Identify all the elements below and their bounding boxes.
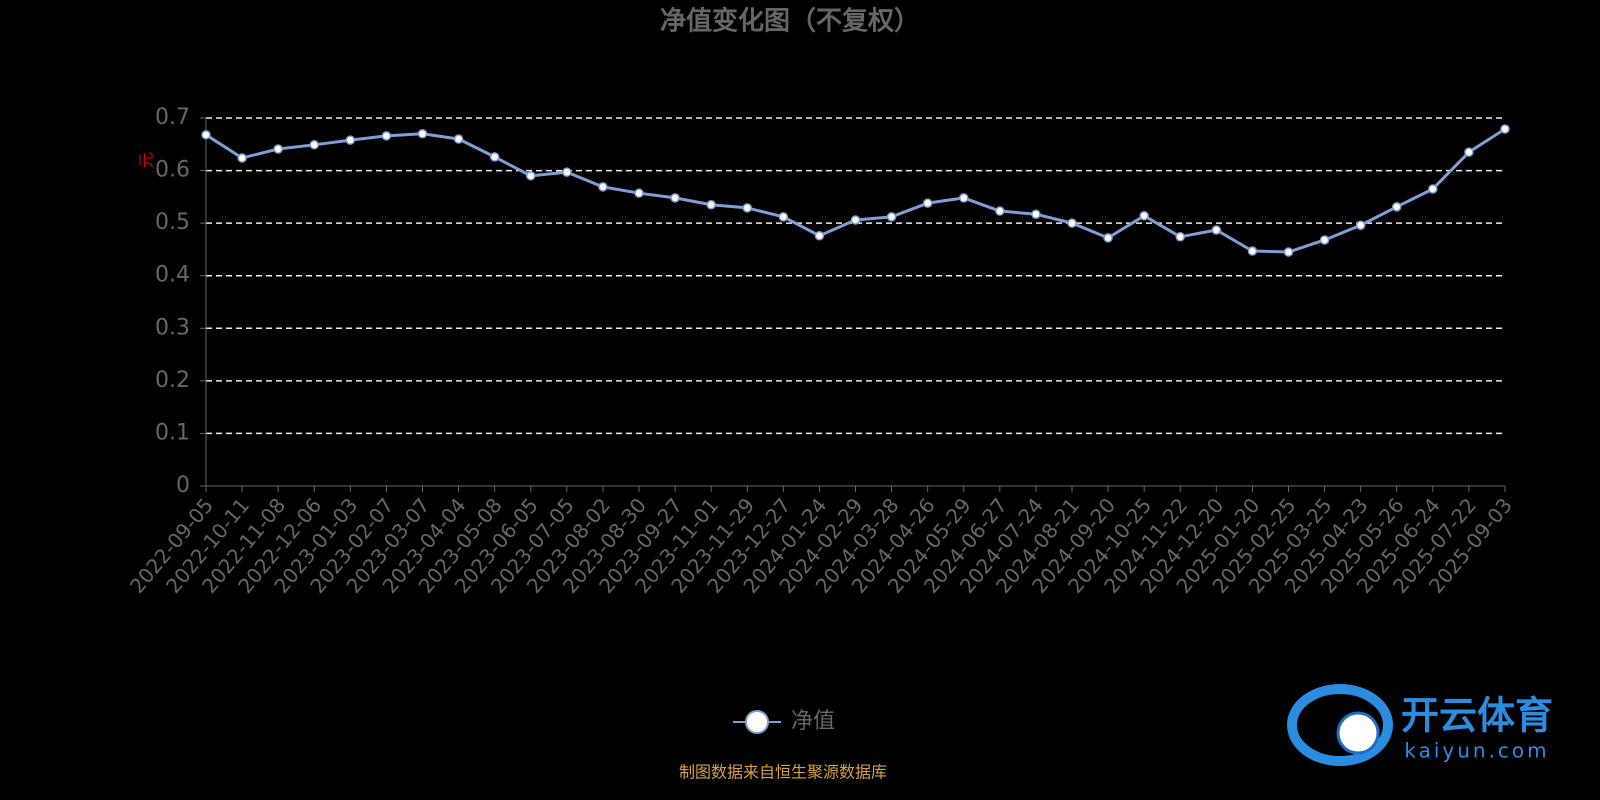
point: [1139, 211, 1149, 221]
point: [598, 182, 608, 192]
point: [742, 203, 752, 213]
point: [526, 171, 536, 181]
y-tick-label: 0.4: [155, 263, 190, 288]
y-tick-label: 0.7: [155, 105, 190, 130]
point: [489, 152, 500, 162]
point: [1175, 232, 1185, 242]
point: [1247, 246, 1258, 256]
point: [1103, 233, 1113, 243]
y-tick-label: 0: [176, 473, 190, 498]
point: [959, 193, 969, 203]
point: [381, 131, 392, 141]
legend-label: 净值: [791, 709, 835, 734]
point: [309, 140, 319, 150]
point: [850, 215, 861, 225]
point: [1500, 124, 1510, 134]
legend-marker: [745, 710, 769, 734]
point: [1211, 225, 1222, 235]
point: [345, 135, 356, 145]
point: [1464, 147, 1474, 157]
point: [562, 167, 572, 177]
point: [201, 130, 211, 140]
point: [886, 212, 897, 222]
point: [453, 134, 464, 144]
point: [417, 129, 428, 139]
point: [1392, 202, 1402, 212]
y-tick-label: 0.5: [155, 210, 190, 235]
y-tick-label: 0.2: [155, 368, 190, 393]
point: [1355, 220, 1366, 230]
watermark-brand: 开云体育: [1401, 694, 1553, 738]
chart-title: 净值变化图（不复权）: [660, 6, 920, 37]
point: [237, 153, 247, 163]
watermark: 开云体育 kaiyun.com: [1287, 684, 1553, 766]
y-tick-label: 0.6: [155, 158, 190, 183]
point: [1319, 235, 1330, 245]
y-tick-label: 0.1: [155, 420, 190, 445]
point: [706, 199, 716, 210]
watermark-logo: [1287, 684, 1393, 766]
point: [1067, 218, 1077, 228]
point: [922, 198, 933, 208]
series-line: [205, 127, 1506, 254]
point: [1283, 247, 1294, 257]
point: [995, 206, 1005, 216]
watermark-ball: [1336, 711, 1380, 755]
point: [1031, 209, 1041, 219]
point: [814, 231, 825, 241]
y-tick-label: 0.3: [155, 315, 190, 340]
watermark-site: kaiyun.com: [1404, 739, 1549, 763]
source-note: 制图数据来自恒生聚源数据库: [679, 763, 887, 782]
point: [634, 188, 644, 198]
point: [778, 212, 789, 222]
y-axis-label: 元: [137, 152, 156, 168]
point: [1428, 184, 1438, 194]
point: [670, 193, 680, 203]
point: [273, 144, 283, 154]
